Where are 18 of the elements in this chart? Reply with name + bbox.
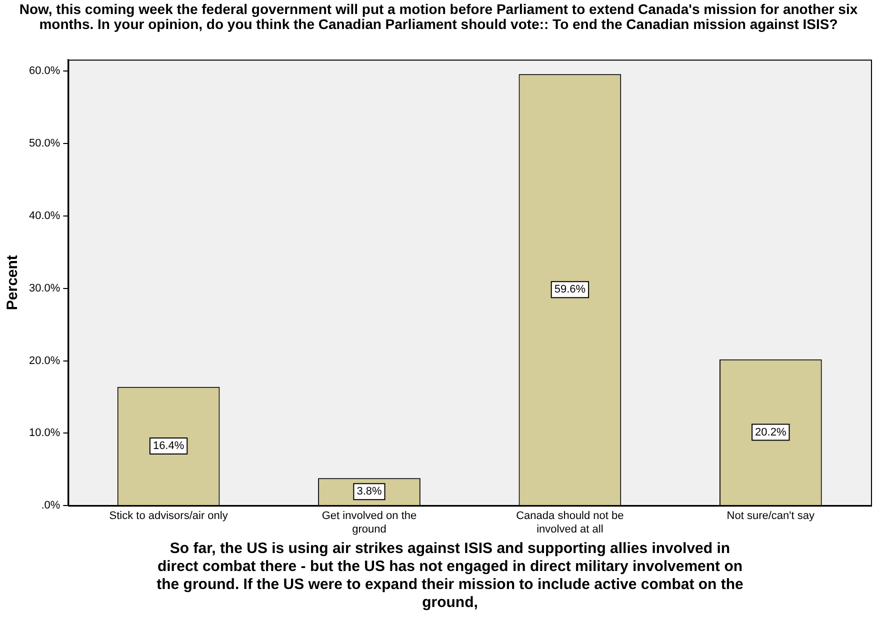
y-tick-label: 30.0% <box>28 282 60 294</box>
chart-title: Now, this coming week the federal government will put a motion before Parliament to extend Canada's mission for another six months. In your opinion, do you think the Canadian Parliament should vote:: To end the Canadian mission against ISIS? <box>18 1 859 32</box>
y-tick-label: .0% <box>41 500 60 512</box>
y-tick-label: 10.0% <box>28 427 60 440</box>
y-tick-label: 50.0% <box>28 138 60 150</box>
y-tick-label: 60.0% <box>28 65 60 78</box>
y-tick-label: 40.0% <box>28 210 60 222</box>
y-axis-title: Percent <box>4 255 22 310</box>
data-label: 20.2% <box>755 426 786 438</box>
x-tick-label: Canada should not be involved at all <box>516 510 624 536</box>
data-label: 3.8% <box>356 486 382 498</box>
y-tick-label: 20.0% <box>28 354 60 367</box>
data-label: 16.4% <box>152 440 184 452</box>
x-tick-label: Stick to advisors/air only <box>109 510 228 522</box>
data-label: 59.6% <box>554 284 586 296</box>
x-tick-label: Get involved on the ground <box>322 510 417 536</box>
x-tick-label: Not sure/can't say <box>726 510 815 522</box>
x-axis-title: So far, the US is using air strikes against ISIS and supporting allies involved in direct combat there - but the US has not engaged in direct military involvement on the ground. If the US were to expand their mission to include active combat on the ground, <box>156 540 744 612</box>
